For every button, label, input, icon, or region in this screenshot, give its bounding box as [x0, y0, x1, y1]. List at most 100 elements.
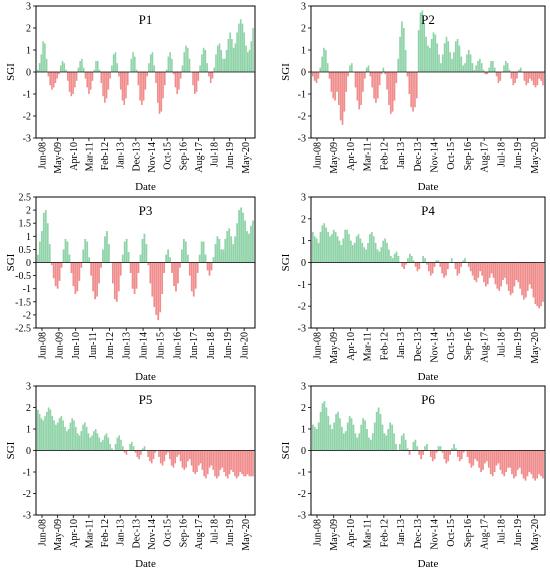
bar	[241, 450, 243, 475]
bar	[325, 407, 328, 451]
bar	[480, 450, 482, 472]
bar	[365, 67, 368, 72]
bar	[515, 262, 518, 280]
bar	[511, 450, 513, 475]
bar	[454, 262, 457, 270]
bar	[96, 262, 98, 297]
bar	[161, 262, 164, 294]
x-tick-label: Jan-13	[396, 142, 407, 169]
bar	[170, 450, 173, 466]
y-tick-label: -1	[23, 468, 31, 479]
bar	[358, 433, 361, 451]
chart-panel-p6: -3 -2 -1 0 1 2 3 Jun-08 May-09 Apr-10 Mar-11 Feb-12…	[280, 382, 546, 570]
bar	[431, 262, 434, 274]
bar	[225, 50, 228, 72]
y-tick-label: 0	[26, 68, 31, 79]
bar	[82, 424, 84, 451]
bar	[213, 67, 216, 72]
y-tick-label: -3	[298, 134, 306, 145]
bar	[418, 450, 421, 455]
bar	[403, 262, 405, 270]
bar	[493, 67, 496, 72]
bar	[360, 424, 363, 451]
bar	[336, 72, 338, 92]
bar	[484, 72, 487, 75]
x-tick-label: Apr-10	[346, 332, 357, 361]
bar	[252, 28, 254, 72]
bar	[76, 433, 79, 451]
bar	[326, 63, 329, 72]
x-tick-label: May-09	[53, 142, 64, 174]
bar	[505, 61, 507, 72]
bar	[379, 413, 382, 451]
bar	[516, 450, 519, 470]
bar	[493, 450, 496, 472]
bar	[236, 32, 238, 72]
bar	[111, 262, 114, 284]
bar	[237, 450, 240, 477]
y-tick-label: -2	[298, 489, 306, 500]
bar	[59, 65, 62, 72]
bar	[536, 450, 539, 479]
x-tick-label: Jun-08	[313, 332, 324, 359]
bar	[486, 262, 489, 285]
bar	[410, 255, 413, 263]
bar	[518, 69, 520, 72]
x-tick-label: Apr-10	[69, 519, 80, 548]
bar	[495, 72, 498, 77]
bar	[244, 450, 247, 477]
bar	[51, 72, 53, 90]
bar	[231, 39, 233, 72]
bar	[312, 72, 314, 77]
bar	[89, 72, 92, 90]
bar	[342, 433, 345, 451]
x-tick-label: May-20	[530, 332, 541, 364]
bar	[323, 47, 325, 72]
bar	[171, 262, 173, 273]
bar	[540, 450, 542, 477]
bar	[131, 262, 134, 289]
bar	[443, 262, 445, 278]
bar	[469, 262, 472, 272]
bar	[161, 450, 164, 466]
bar	[134, 450, 137, 453]
bar	[504, 262, 506, 278]
bar	[46, 411, 48, 451]
bar	[78, 435, 81, 451]
bar	[476, 450, 479, 462]
bar	[351, 245, 354, 263]
bar	[123, 450, 126, 453]
x-tick-label: Jun-20	[240, 332, 251, 359]
bar	[202, 241, 205, 263]
bar	[470, 450, 473, 468]
bar	[141, 448, 144, 451]
bar	[252, 220, 254, 263]
bar	[485, 262, 487, 287]
bar	[389, 422, 392, 451]
bar	[143, 233, 146, 263]
y-axis-title: SGI	[5, 253, 17, 271]
bar	[102, 72, 104, 97]
bar	[246, 231, 248, 263]
bar	[91, 72, 94, 81]
bar	[174, 72, 177, 88]
bar	[381, 424, 384, 451]
bar	[56, 262, 59, 289]
x-axis-title: Date	[135, 558, 156, 570]
bar	[232, 244, 235, 263]
bar	[530, 450, 533, 475]
x-tick-label: Jun-19	[225, 142, 236, 169]
bar	[54, 262, 57, 287]
bar	[143, 446, 146, 451]
bar	[523, 262, 525, 300]
bar	[491, 450, 494, 477]
bar	[206, 450, 209, 475]
bar	[89, 437, 92, 451]
x-tick-label: Aug-17	[480, 519, 491, 550]
bar	[238, 210, 240, 263]
bar	[115, 262, 118, 302]
bar	[142, 72, 145, 101]
panel-title: P5	[139, 392, 153, 407]
bar	[433, 450, 436, 460]
chart-panel-p4: -3 -2 -1 0 1 2 3 Jun-08 May-09 Apr-10 Mar-11 Feb-12…	[280, 193, 546, 383]
